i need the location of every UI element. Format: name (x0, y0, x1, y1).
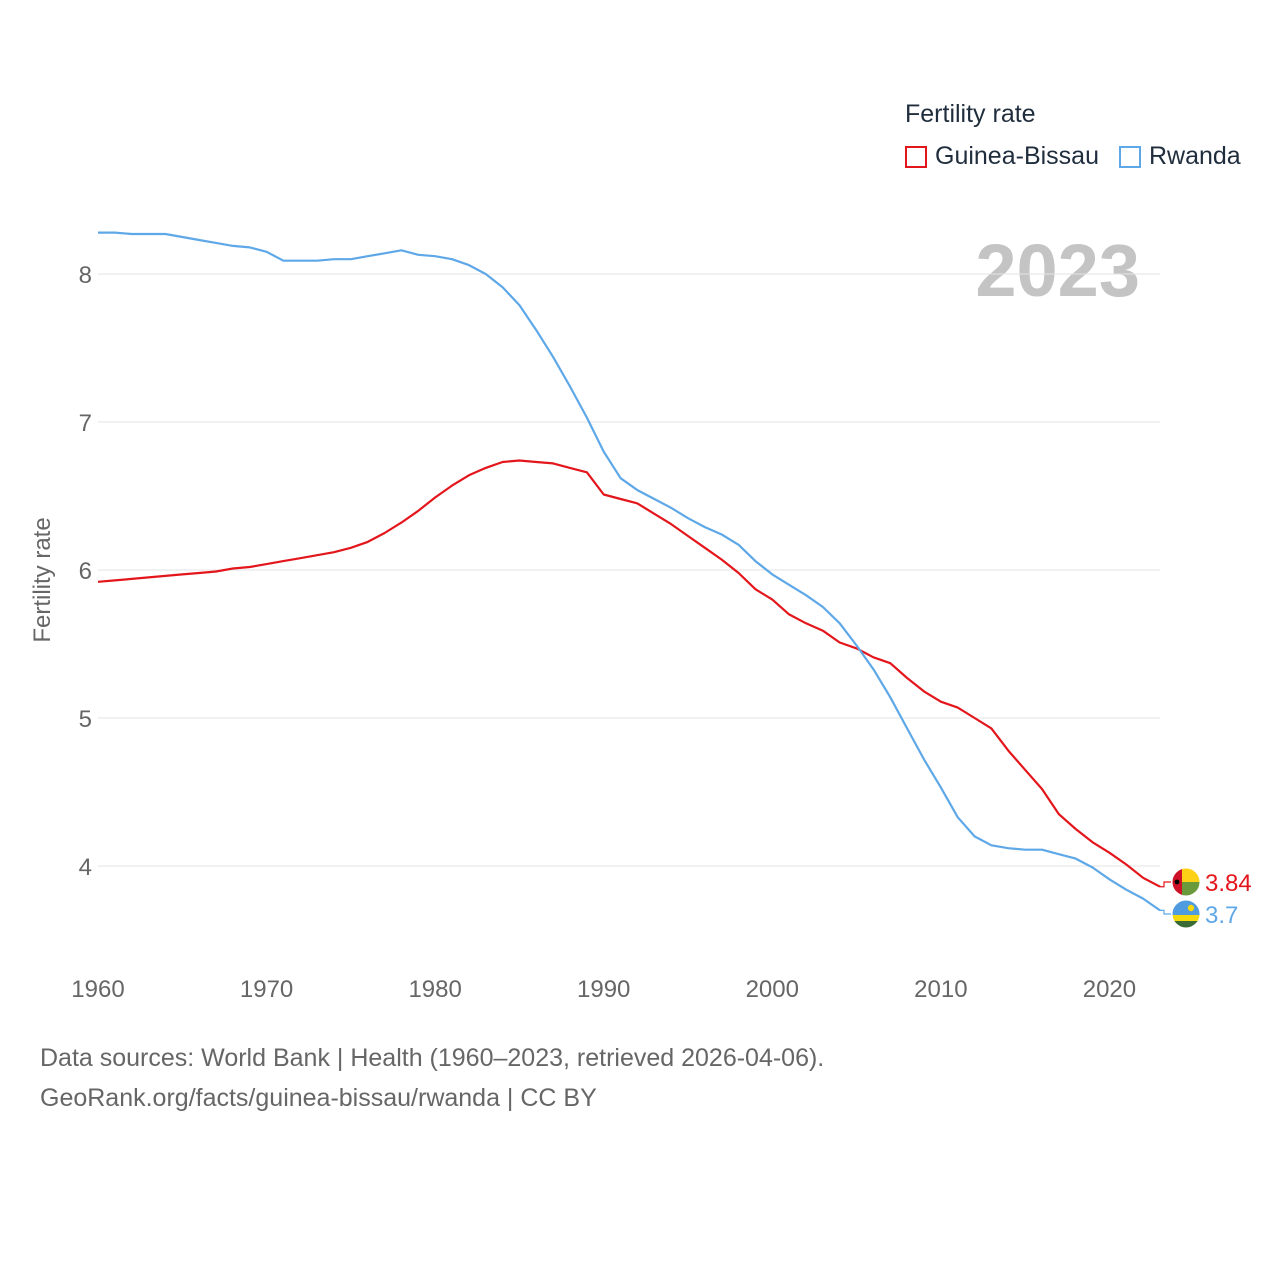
y-tick-label-4: 4 (79, 854, 92, 881)
series-lines (97, 231, 1161, 912)
legend-item-rwanda[interactable]: Rwanda (1118, 142, 1241, 171)
series-end-markers: 3.84 3.7 (1160, 867, 1252, 929)
footer-link[interactable]: GeoRank.org/facts/guinea-bissau/rwanda |… (40, 1084, 597, 1112)
y-tick-label-7: 7 (79, 410, 92, 437)
chart-canvas: 4 5 6 7 8 1960 1970 1980 1990 2000 2010 2020 Ferti… (29, 231, 1252, 1003)
x-tick-label-2020: 2020 (1083, 976, 1136, 1003)
legend-label-guinea-bissau: Guinea-Bissau (935, 142, 1099, 170)
legend-swatch-rwanda (1118, 145, 1141, 168)
x-tick-label-1960: 1960 (71, 976, 124, 1003)
y-tick-label-5: 5 (79, 706, 92, 733)
footer-sources: Data sources: World Bank | Health (1960–… (40, 1044, 825, 1072)
y-axis-ticks: 4 5 6 7 8 (79, 262, 92, 881)
guinea-bissau-flag-icon (1171, 867, 1201, 897)
connector-rwanda (1160, 909, 1171, 915)
x-tick-label-1990: 1990 (577, 976, 630, 1003)
year-label: 2023 (975, 229, 1140, 312)
x-tick-label-2010: 2010 (914, 976, 967, 1003)
y-tick-label-8: 8 (79, 262, 92, 289)
x-tick-label-2000: 2000 (746, 976, 799, 1003)
gridlines (98, 273, 1160, 867)
connector-guinea-bissau (1160, 881, 1171, 888)
legend-title: Fertility rate (905, 100, 1036, 128)
x-axis-ticks: 1960 1970 1980 1990 2000 2010 2020 (71, 976, 1136, 1003)
series-line-rwanda (98, 231, 1161, 912)
y-axis-label: Fertility rate (29, 517, 56, 642)
y-tick-label-6: 6 (79, 558, 92, 585)
rwanda-flag-icon (1171, 899, 1201, 929)
legend-label-rwanda: Rwanda (1148, 142, 1241, 170)
x-tick-label-1980: 1980 (408, 976, 461, 1003)
series-line-guinea-bissau (97, 459, 1161, 888)
x-tick-label-1970: 1970 (240, 976, 293, 1003)
legend-swatch-guinea-bissau (905, 145, 927, 168)
legend-item-guinea-bissau[interactable]: Guinea-Bissau (905, 142, 1099, 171)
legend: Guinea-Bissau Rwanda (905, 142, 1241, 171)
end-value-label-guinea-bissau: 3.84 (1205, 870, 1252, 897)
end-value-label-rwanda: 3.7 (1205, 902, 1238, 929)
